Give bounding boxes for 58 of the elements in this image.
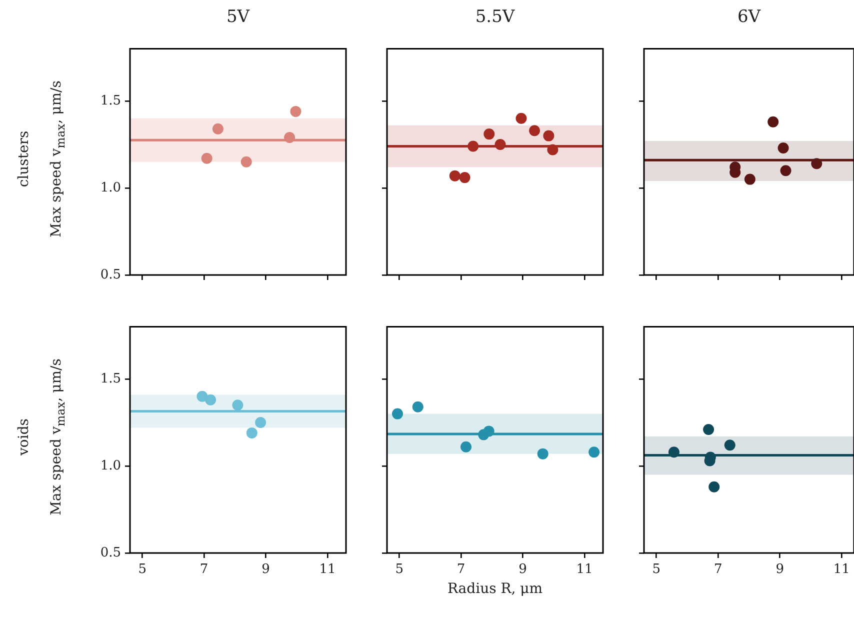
point [668, 446, 680, 458]
point [543, 130, 554, 142]
y-tick-label: 0.5 [100, 267, 121, 282]
point [240, 156, 252, 168]
y-tick-label: 1.5 [100, 371, 121, 386]
point [232, 400, 244, 411]
point [778, 142, 789, 154]
x-tick-label: 11 [319, 562, 336, 578]
point [484, 128, 495, 140]
x-tick-label: 7 [714, 562, 722, 578]
x-tick-label: 9 [518, 562, 527, 578]
point [744, 174, 756, 185]
point [449, 170, 460, 182]
x-tick-label: 5 [138, 562, 146, 578]
point [537, 448, 548, 460]
point [460, 441, 472, 452]
point [284, 132, 296, 144]
point [516, 112, 527, 124]
point [724, 440, 736, 451]
y-tick-label: 1.0 [100, 458, 121, 474]
x-tick-label: 9 [776, 562, 784, 578]
point [588, 446, 600, 458]
text: voids [16, 418, 32, 456]
x-tick-label: 7 [200, 562, 208, 578]
point [768, 116, 779, 128]
point [290, 106, 302, 117]
y-tick-label: 0.5 [100, 545, 121, 560]
point [255, 417, 266, 428]
point [703, 424, 714, 435]
x-tick-label: 11 [576, 562, 593, 578]
x-tick-label: 11 [833, 562, 850, 578]
point [708, 481, 720, 492]
x-axis-title: Radius R, μm [447, 581, 543, 597]
chart-title: 5.5V [475, 7, 515, 27]
point [811, 158, 822, 170]
chart-title: 5V [226, 7, 250, 27]
point [246, 427, 258, 438]
chart-title: 6V [737, 7, 761, 27]
point [205, 394, 216, 406]
point [212, 123, 224, 134]
y-tick-label: 1.5 [100, 93, 121, 108]
point [483, 426, 494, 437]
x-tick-label: 7 [456, 562, 466, 578]
point [780, 165, 792, 176]
point [201, 152, 212, 164]
point [412, 401, 424, 412]
x-tick-label: 5 [652, 562, 660, 578]
point [494, 139, 506, 150]
x-tick-label: 5 [395, 562, 404, 578]
x-tick-label: 9 [262, 562, 270, 578]
text: clusters [16, 130, 32, 188]
point [547, 144, 558, 156]
point [528, 125, 540, 136]
point [459, 172, 470, 184]
point [196, 390, 208, 402]
y-tick-label: 1.0 [100, 180, 121, 196]
point [392, 408, 403, 420]
point [468, 140, 479, 152]
